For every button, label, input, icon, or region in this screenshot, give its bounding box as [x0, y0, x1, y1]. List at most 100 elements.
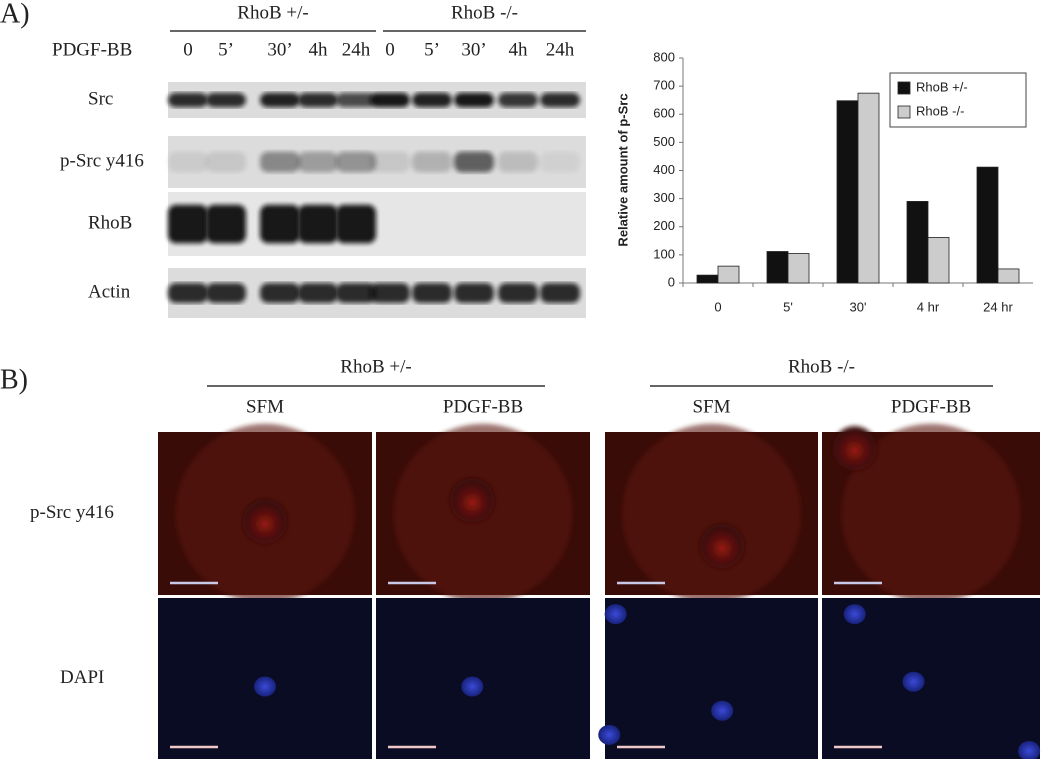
blot-band: [540, 283, 580, 303]
condition-label: PDGF-BB: [891, 396, 971, 417]
legend-label: RhoB +/-: [916, 79, 968, 94]
blot-band: [540, 151, 580, 173]
blot-band: [168, 92, 208, 108]
blot-band: [168, 283, 208, 303]
panel-label: B): [0, 364, 28, 395]
nucleus: [461, 676, 484, 697]
timepoint-label: 30’: [461, 39, 486, 60]
legend-label: RhoB -/-: [916, 103, 964, 118]
timepoint-label: 30’: [267, 39, 292, 60]
blot-band: [206, 151, 246, 173]
signal-spot: [832, 426, 877, 471]
y-tick-label: 0: [668, 274, 675, 289]
micrograph: [376, 598, 590, 759]
bar: [696, 274, 719, 284]
x-tick-label: 24 hr: [983, 299, 1013, 314]
row-label: DAPI: [60, 667, 104, 688]
blot-band: [298, 204, 338, 244]
timepoint-label: 5’: [424, 39, 440, 60]
signal-cloud: [841, 423, 1021, 604]
blot-band: [370, 151, 410, 173]
row-label: Actin: [88, 281, 131, 302]
blot-band: [260, 204, 300, 244]
bar: [717, 265, 740, 284]
signal-spot: [450, 478, 495, 523]
bar: [836, 100, 859, 284]
timepoint-label: 4h: [509, 39, 529, 60]
condition-label: SFM: [692, 396, 730, 417]
bar: [927, 237, 950, 284]
blot-band: [498, 151, 538, 173]
nucleus: [1018, 740, 1041, 759]
micrograph: [822, 598, 1040, 759]
row-label: p-Src y416: [30, 502, 114, 523]
y-tick-label: 200: [653, 218, 675, 233]
row-label: p-Src y416: [60, 150, 144, 171]
nucleus: [711, 700, 734, 721]
bar: [976, 166, 999, 284]
blot-band: [540, 92, 580, 108]
blot-band: [298, 92, 338, 108]
timepoint-label: 24h: [342, 39, 371, 60]
blot-band: [298, 151, 338, 173]
group-label: RhoB +/-: [237, 2, 308, 23]
blot-band: [336, 92, 376, 108]
blot-band: [454, 92, 494, 108]
nucleus: [598, 724, 621, 745]
treatment-label: PDGF-BB: [52, 39, 132, 60]
y-tick-label: 800: [653, 49, 675, 64]
y-tick-label: 100: [653, 246, 675, 261]
blot-band: [412, 92, 452, 108]
signal-spot: [243, 499, 287, 544]
blot-band: [168, 204, 208, 244]
blot-band: [336, 204, 376, 244]
group-label: RhoB -/-: [788, 356, 855, 377]
x-tick-label: 4 hr: [917, 299, 940, 314]
blot-band: [454, 283, 494, 303]
blot-band: [260, 92, 300, 108]
condition-label: SFM: [246, 396, 284, 417]
nucleus: [902, 671, 925, 692]
blot-band: [412, 151, 452, 173]
blot-band: [336, 151, 376, 173]
blot-band: [168, 151, 208, 173]
bar: [997, 268, 1020, 284]
x-tick-label: 5': [783, 299, 793, 314]
blot-band: [206, 283, 246, 303]
signal-spot: [700, 524, 745, 569]
blot-band: [412, 283, 452, 303]
blot-band: [370, 283, 410, 303]
blot-band: [260, 283, 300, 303]
bar: [766, 251, 789, 284]
condition-label: PDGF-BB: [443, 396, 523, 417]
nucleus: [254, 676, 276, 697]
x-tick-label: 0: [714, 299, 721, 314]
panel-label: A): [0, 0, 30, 29]
x-tick-label: 30': [850, 299, 867, 314]
group-label: RhoB -/-: [451, 2, 518, 23]
blot-band: [336, 283, 376, 303]
bar: [857, 92, 880, 284]
nucleus: [843, 604, 866, 625]
bar: [787, 253, 810, 284]
timepoint-label: 24h: [546, 39, 575, 60]
bar: [906, 201, 929, 284]
blot-band: [454, 151, 494, 173]
nucleus: [604, 604, 627, 625]
row-label: Src: [88, 88, 113, 109]
legend-swatch: [897, 105, 911, 119]
blot-band: [260, 151, 300, 173]
row-label: RhoB: [88, 212, 132, 233]
y-tick-label: 400: [653, 162, 675, 177]
timepoint-label: 5’: [218, 39, 234, 60]
group-label: RhoB +/-: [340, 356, 411, 377]
blot-band: [498, 92, 538, 108]
legend-box: [889, 72, 1027, 128]
y-tick-label: 600: [653, 106, 675, 121]
timepoint-label: 0: [183, 39, 193, 60]
blot-band: [298, 283, 338, 303]
y-tick-label: 700: [653, 78, 675, 93]
blot-band: [206, 92, 246, 108]
y-tick-label: 500: [653, 134, 675, 149]
